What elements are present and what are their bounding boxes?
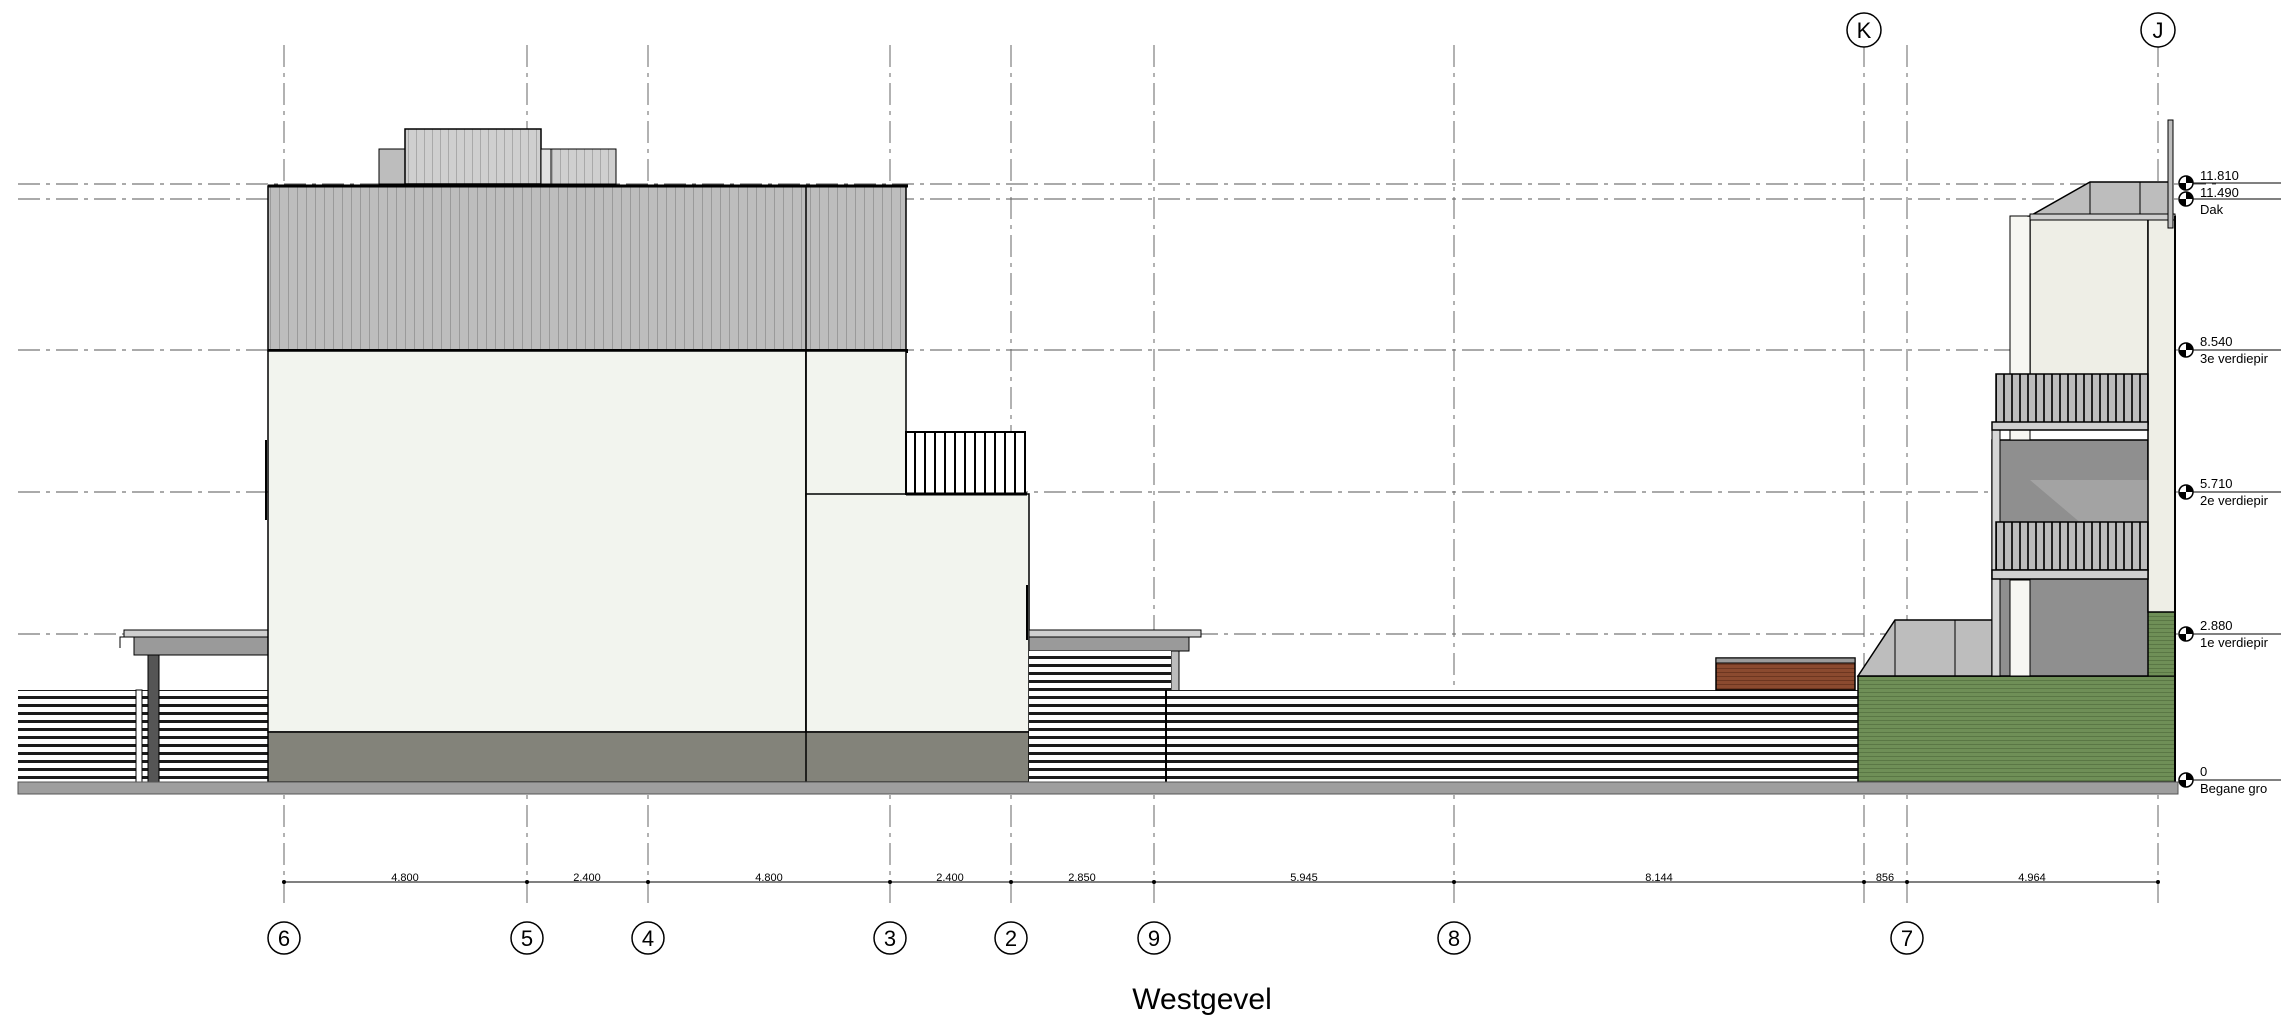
grid-bubble: 2 [994,921,1028,955]
grid-label: 8 [1448,926,1460,951]
grid-bubbles: 6 5 4 3 2 9 8 K [267,12,2176,955]
grid-label: K [1857,18,1872,43]
grid-label: 9 [1148,926,1160,951]
ground-line [17,781,2179,795]
level-name: 3e verdiepir [2200,351,2269,366]
level-marker: 11.810 [2178,168,2281,191]
grid-bubble: J [2140,12,2176,48]
level-lines [18,183,2220,635]
dimension-value: 8.144 [1645,872,1673,884]
level-marker: 5.710 2e verdiepir [2178,476,2281,508]
grid-label: 7 [1901,926,1913,951]
roof-units [378,128,617,185]
dimension-value: 2.850 [1068,872,1096,884]
main-building-top-floor [267,184,908,353]
level-value: 5.710 [2200,476,2233,491]
dimension-line: 4.800 2.400 4.800 2.400 2.850 5.945 8.14… [282,872,2160,884]
dimension-value: 2.400 [936,872,964,884]
grid-bubble: 4 [631,921,665,955]
grid-label: 4 [642,926,654,951]
grid-label: J [2153,18,2164,43]
level-value: 0 [2200,764,2207,779]
level-value: 11.490 [2200,185,2239,200]
level-marker: 11.490 Dak [2178,185,2281,217]
grid-bubble: 8 [1437,921,1471,955]
grid-bubble: 9 [1137,921,1171,955]
main-building-balcony [905,431,1027,496]
level-marker: 8.540 3e verdiepir [2178,334,2281,366]
drawing-title: Westgevel [1132,983,1272,1016]
dimension-value: 4.964 [2018,872,2046,884]
level-name: 2e verdiepir [2200,493,2269,508]
level-marker: 2.880 1e verdiepir [2178,618,2281,650]
level-name: 1e verdiepir [2200,635,2269,650]
grid-label: 2 [1005,926,1017,951]
grid-bubble: 7 [1890,921,1924,955]
dimension-value: 5.945 [1290,872,1318,884]
wooden-planter [1715,657,1856,691]
dimension-value: 4.800 [391,872,419,884]
level-marker: 0 Begane gro [2178,764,2281,796]
level-name: Begane gro [2200,781,2267,796]
grid-label: 3 [884,926,896,951]
dimension-value: 856 [1876,872,1894,884]
level-value: 2.880 [2200,618,2233,633]
level-value: 11.810 [2200,168,2239,183]
grid-bubble: 3 [873,921,907,955]
right-building [1856,119,2176,783]
grid-bubble: 5 [510,921,544,955]
level-name: Dak [2200,202,2224,217]
level-value: 8.540 [2200,334,2233,349]
grid-label: 6 [278,926,290,951]
left-canopy [119,629,271,783]
grid-bubble: 6 [267,921,301,955]
dimension-value: 4.800 [755,872,783,884]
left-fence [18,689,268,783]
main-building-facade [265,350,1030,783]
grid-label: 5 [521,926,533,951]
middle-fence [1029,651,1858,782]
grid-bubble: K [1846,12,1882,48]
dimension-value: 2.400 [573,872,601,884]
level-markers: 11.810 11.490 Dak 8.540 3e verdiepir 5.7… [2178,168,2281,796]
